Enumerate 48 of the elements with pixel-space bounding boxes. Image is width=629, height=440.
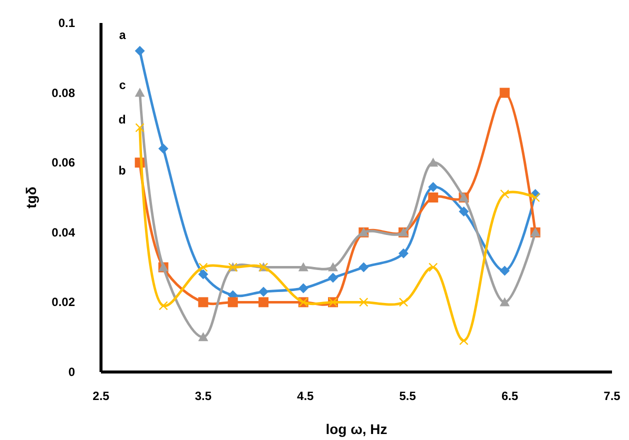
y-tick-label: 0.1 xyxy=(58,16,76,30)
point xyxy=(500,266,510,276)
x-tick-label: 3.5 xyxy=(194,389,212,403)
point xyxy=(198,269,208,280)
point xyxy=(228,297,238,308)
point xyxy=(328,262,338,272)
point xyxy=(428,192,438,202)
point xyxy=(428,182,438,192)
point xyxy=(500,88,510,98)
point xyxy=(398,248,409,258)
point xyxy=(258,286,268,297)
point xyxy=(298,283,308,294)
x-tick-label: 4.5 xyxy=(297,389,314,403)
point xyxy=(158,144,168,154)
point xyxy=(328,272,338,283)
point xyxy=(134,88,145,97)
point xyxy=(359,298,368,307)
point xyxy=(198,297,208,308)
point xyxy=(258,297,268,308)
series-label: d xyxy=(118,112,126,127)
point xyxy=(530,192,540,202)
x-tick-label: 6.5 xyxy=(501,389,518,403)
point xyxy=(428,262,438,272)
point xyxy=(134,46,145,56)
y-tick-label: 0 xyxy=(68,365,76,379)
point xyxy=(398,298,408,307)
point xyxy=(358,262,369,272)
y-axis-title: tgδ xyxy=(23,186,39,208)
point xyxy=(135,123,144,132)
point xyxy=(459,336,468,346)
point xyxy=(198,332,208,342)
point xyxy=(500,297,510,306)
y-tick-label: 0.04 xyxy=(52,225,76,240)
x-tick-label: 5.5 xyxy=(399,389,416,403)
point xyxy=(500,189,510,199)
x-tick-label: 7.5 xyxy=(604,389,621,403)
y-tick-label: 0.02 xyxy=(52,295,76,310)
series-label: b xyxy=(118,164,126,178)
y-tick-label: 0.06 xyxy=(52,156,76,170)
point xyxy=(298,262,308,272)
y-tick-label: 0.08 xyxy=(52,86,76,100)
x-tick-label: 2.5 xyxy=(92,389,110,403)
point xyxy=(458,206,469,216)
series-label: c xyxy=(119,78,126,92)
x-axis-title: log ω, Hz xyxy=(326,421,388,437)
series-label: a xyxy=(119,28,126,42)
point xyxy=(198,262,208,272)
point xyxy=(158,301,168,310)
